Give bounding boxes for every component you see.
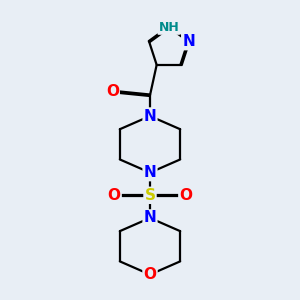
Text: O: O bbox=[108, 188, 121, 203]
Text: NH: NH bbox=[158, 21, 179, 34]
Text: O: O bbox=[143, 267, 157, 282]
Text: N: N bbox=[182, 34, 195, 49]
Text: O: O bbox=[179, 188, 192, 203]
Text: N: N bbox=[144, 210, 156, 225]
Text: S: S bbox=[145, 188, 155, 203]
Text: O: O bbox=[106, 84, 119, 99]
Text: N: N bbox=[144, 109, 156, 124]
Text: N: N bbox=[144, 165, 156, 180]
